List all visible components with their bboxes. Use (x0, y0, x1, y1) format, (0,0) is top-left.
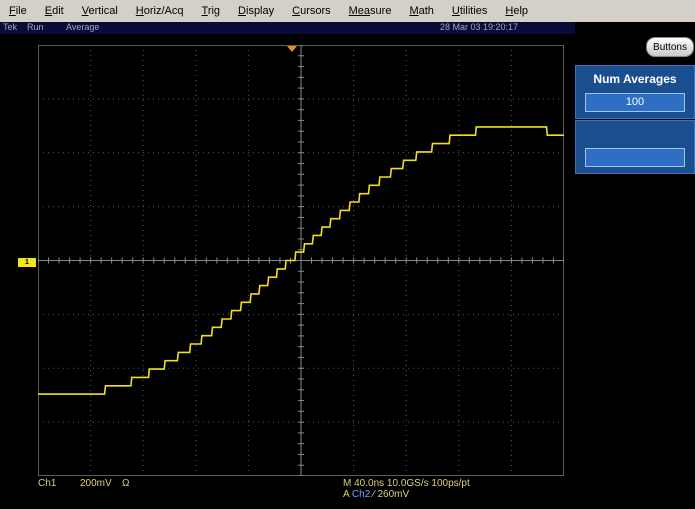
ground-marker-label: 1 (25, 259, 29, 266)
datetime: 28 Mar 03 19:20:17 (440, 22, 519, 32)
waveform-display[interactable] (38, 45, 564, 476)
menu-item-math[interactable]: Math (409, 5, 434, 17)
side-menu-value-2[interactable] (585, 148, 685, 167)
termination-ohm-icon: Ω (122, 478, 130, 489)
menu-item-file[interactable]: File (9, 5, 27, 17)
menu-item-help[interactable]: Help (505, 5, 529, 17)
run-status: Run (27, 22, 44, 32)
brand-label: Tek (3, 22, 18, 32)
menu-item-trig[interactable]: Trig (201, 5, 221, 17)
side-menu-box-2[interactable] (575, 120, 695, 174)
num-averages-title: Num Averages (593, 72, 677, 86)
waveform-trace (38, 126, 564, 395)
menu-item-horizacq[interactable]: Horiz/Acq (135, 5, 184, 17)
acquisition-mode: Average (66, 22, 100, 32)
trigger-level: 260mV (377, 489, 410, 500)
trigger-prefix: A (343, 489, 350, 500)
menu-item-display[interactable]: Display (238, 5, 275, 17)
menu-bar: File Edit Vertical Horiz/Acq Trig Display Curs… (0, 0, 695, 23)
menu-item-edit[interactable]: Edit (44, 5, 64, 17)
trigger-slope-icon: ∕ (373, 489, 375, 500)
trigger-position-marker[interactable] (287, 46, 297, 52)
num-averages-box[interactable]: Num Averages 100 (575, 65, 695, 119)
status-bar: Tek Run Average 28 Mar 03 19:20:17 (0, 22, 575, 34)
menu-item-utilities[interactable]: Utilities (451, 5, 488, 17)
menu-item-vertical[interactable]: Vertical (81, 5, 118, 17)
num-averages-value[interactable]: 100 (585, 93, 685, 112)
menu-item-cursors[interactable]: Cursors (292, 5, 331, 17)
vertical-scale[interactable]: 200mV (80, 478, 112, 489)
trigger-readout[interactable]: A Ch2 ∕ 260mV (343, 489, 409, 500)
trigger-channel: Ch2 (351, 489, 371, 500)
menu-item-measure[interactable]: Measure (348, 5, 392, 17)
timebase-readout[interactable]: M 40.0ns 10.0GS/s 100ps/pt (343, 478, 470, 489)
channel-ground-marker[interactable]: 1 (18, 258, 36, 267)
graticule (38, 45, 564, 476)
buttons-toggle-button[interactable]: Buttons (646, 37, 694, 57)
channel-label[interactable]: Ch1 (38, 478, 57, 489)
